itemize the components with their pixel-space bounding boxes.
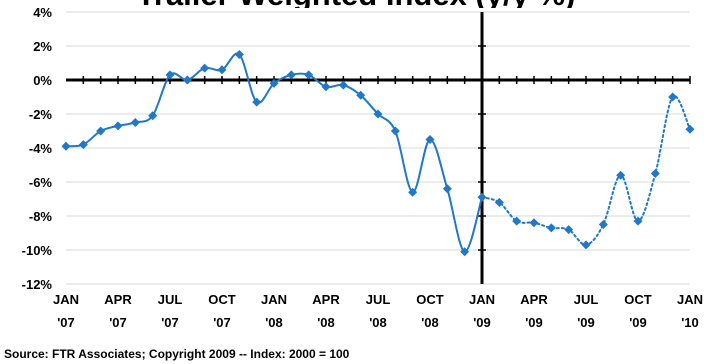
x-tick-year: '08 [317, 315, 335, 330]
axes [66, 12, 691, 284]
x-tick-year: '08 [421, 315, 439, 330]
y-tick-label: -4% [29, 141, 53, 156]
data-point [96, 126, 106, 136]
x-axis-tick-labels: JAN '07 APR '07 JUL '07 OCT '07 JAN '08 APR '08 JUL '… [53, 292, 703, 330]
data-point [390, 126, 400, 136]
x-tick-month: JAN [261, 292, 287, 307]
x-tick-year: '09 [473, 315, 491, 330]
y-tick-label: -2% [29, 107, 53, 122]
y-tick-label: -6% [29, 175, 53, 190]
x-tick-month: JAN [469, 292, 495, 307]
data-point [581, 240, 591, 250]
x-tick-month: JUL [366, 292, 391, 307]
x-tick-year: '07 [109, 315, 127, 330]
x-tick-year: '09 [525, 315, 543, 330]
grid [66, 11, 690, 285]
y-tick-label: 4% [33, 5, 52, 20]
x-tick-month: APR [520, 292, 548, 307]
data-point [408, 187, 418, 197]
forecast-line [481, 95, 691, 246]
data-point [494, 197, 504, 207]
x-tick-month: OCT [208, 292, 236, 307]
data-point [286, 70, 296, 80]
data-point [425, 135, 435, 144]
data-point [338, 80, 348, 90]
data-point [564, 225, 574, 235]
data-point [78, 140, 88, 150]
data-point [650, 169, 660, 178]
data-point [269, 78, 279, 88]
data-point [546, 223, 556, 233]
data-point [252, 97, 262, 107]
source-note: Source: FTR Associates; Copyright 2009 -… [4, 347, 350, 361]
x-tick-year: '10 [681, 315, 699, 330]
y-tick-label: -10% [22, 243, 53, 258]
y-tick-label: 2% [33, 39, 52, 54]
x-tick-month: APR [104, 292, 132, 307]
x-tick-month: JAN [53, 292, 79, 307]
x-tick-month: JUL [574, 292, 599, 307]
x-tick-year: '07 [213, 315, 231, 330]
x-tick-month: JUL [158, 292, 183, 307]
x-tick-year: '07 [57, 315, 75, 330]
data-point [442, 184, 452, 194]
data-point [477, 192, 487, 202]
y-axis-tick-labels: 4% 2% 0% -2% -4% -6% -8% -10% -12% [22, 5, 53, 292]
y-tick-label: -12% [22, 277, 53, 292]
x-tick-year: '09 [577, 315, 595, 330]
x-tick-month: JAN [677, 292, 703, 307]
data-point [165, 70, 175, 80]
data-point [356, 90, 366, 100]
data-point [217, 65, 227, 75]
data-point [616, 170, 626, 180]
y-tick-label: -8% [29, 209, 53, 224]
data-point [373, 109, 383, 119]
data-point [182, 75, 192, 85]
data-point [304, 70, 314, 80]
data-point [200, 63, 210, 73]
data-point [529, 218, 539, 228]
data-point [460, 247, 470, 257]
x-tick-year: '08 [265, 315, 283, 330]
data-point [633, 216, 643, 226]
data-point [130, 118, 140, 127]
data-point [148, 111, 158, 121]
x-tick-month: APR [312, 292, 340, 307]
data-point [685, 124, 695, 134]
x-tick-year: '08 [369, 315, 387, 330]
x-tick-year: '09 [629, 315, 647, 330]
data-point [321, 82, 331, 92]
data-point [512, 216, 522, 226]
data-point [598, 220, 608, 229]
data-point [61, 141, 71, 151]
chart-title: Trailer Weighted Index (y/y %) [137, 0, 576, 12]
data-points [61, 50, 695, 257]
data-point [668, 92, 678, 102]
data-point [234, 50, 244, 59]
x-tick-month: OCT [416, 292, 444, 307]
x-tick-year: '07 [161, 315, 179, 330]
data-point [113, 121, 123, 131]
x-tick-month: OCT [624, 292, 652, 307]
y-tick-label: 0% [33, 73, 52, 88]
